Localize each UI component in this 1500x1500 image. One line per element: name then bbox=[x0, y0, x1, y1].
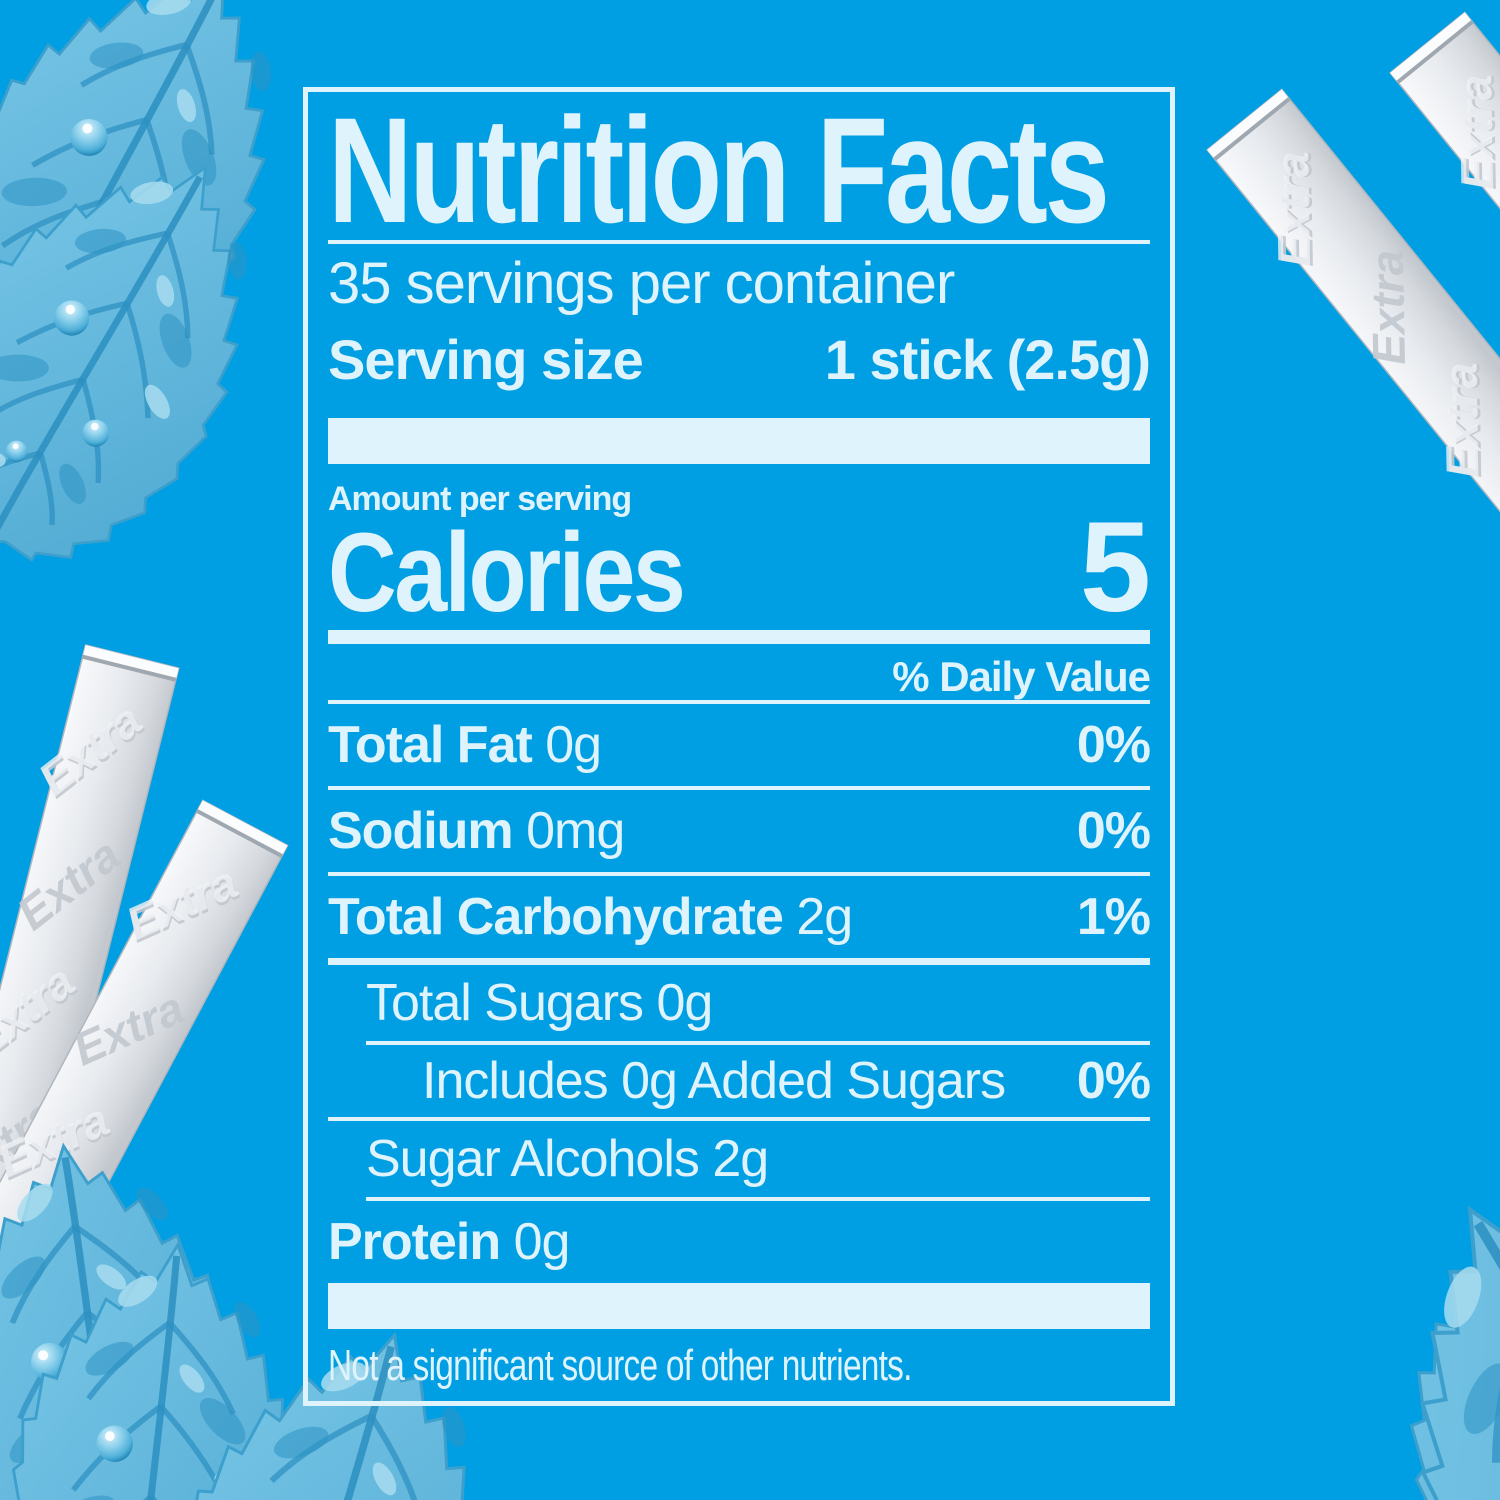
separator-bar bbox=[328, 418, 1150, 464]
calories-value: 5 bbox=[1079, 496, 1151, 639]
serving-size-value: 1 stick (2.5g) bbox=[824, 328, 1151, 391]
divider bbox=[328, 786, 1150, 790]
nutrition-facts-panel: Nutrition Facts 35 servings per containe… bbox=[303, 87, 1175, 1406]
nutrient-row-sugar-alcohols: Sugar Alcohols 2g bbox=[328, 1121, 1150, 1197]
divider bbox=[328, 958, 1150, 965]
calories-label: Calories bbox=[328, 510, 686, 635]
nutrient-name: Total Sugars 0g bbox=[366, 974, 713, 1032]
nutrient-row-total-sugars: Total Sugars 0g bbox=[328, 965, 1150, 1041]
nutrient-row-total-fat: Total Fat 0g 0% bbox=[328, 704, 1151, 786]
nutrient-pct: 0% bbox=[1076, 1052, 1151, 1110]
divider bbox=[328, 1117, 1150, 1121]
divider bbox=[328, 872, 1150, 876]
daily-value-header: % Daily Value bbox=[892, 653, 1151, 700]
amount-per-serving: Amount per serving bbox=[328, 480, 632, 518]
nutrient-name: Sodium 0mg bbox=[328, 802, 625, 860]
nutrient-name: Includes 0g Added Sugars bbox=[422, 1052, 1006, 1110]
divider bbox=[328, 700, 1150, 704]
mint-leaf-bottom-right-front bbox=[1297, 1110, 1500, 1500]
servings-per-container: 35 servings per container bbox=[328, 251, 955, 316]
serving-size-label: Serving size bbox=[328, 328, 644, 391]
nutrient-pct: 0% bbox=[1076, 802, 1151, 860]
thick-divider bbox=[328, 630, 1150, 644]
nutrition-facts-title: Nutrition Facts bbox=[328, 86, 1150, 254]
nutrient-row-added-sugars: Includes 0g Added Sugars 0% bbox=[328, 1045, 1151, 1117]
nutrient-row-protein: Protein 0g bbox=[328, 1201, 1150, 1283]
serving-size-row: Serving size 1 stick (2.5g) bbox=[328, 326, 1151, 394]
calories-row: Calories 5 bbox=[328, 496, 1151, 639]
nutrient-row-sodium: Sodium 0mg 0% bbox=[328, 790, 1151, 872]
nutrient-pct: 1% bbox=[1076, 888, 1151, 946]
divider bbox=[328, 240, 1150, 244]
divider-indented bbox=[366, 1041, 1150, 1045]
separator-bar bbox=[328, 1283, 1150, 1329]
footnote: Not a significant source of other nutrie… bbox=[328, 1341, 912, 1390]
divider-indented bbox=[366, 1197, 1150, 1201]
nutrient-name: Total Fat 0g bbox=[328, 716, 602, 774]
nutrient-row-total-carbohydrate: Total Carbohydrate 2g 1% bbox=[328, 876, 1151, 958]
nutrient-pct: 0% bbox=[1076, 716, 1151, 774]
nutrient-name: Total Carbohydrate 2g bbox=[328, 888, 853, 946]
nutrition-facts-title-text: Nutrition Facts bbox=[328, 86, 1110, 254]
nutrient-name: Protein 0g bbox=[328, 1213, 570, 1271]
nutrient-name: Sugar Alcohols 2g bbox=[366, 1130, 769, 1188]
